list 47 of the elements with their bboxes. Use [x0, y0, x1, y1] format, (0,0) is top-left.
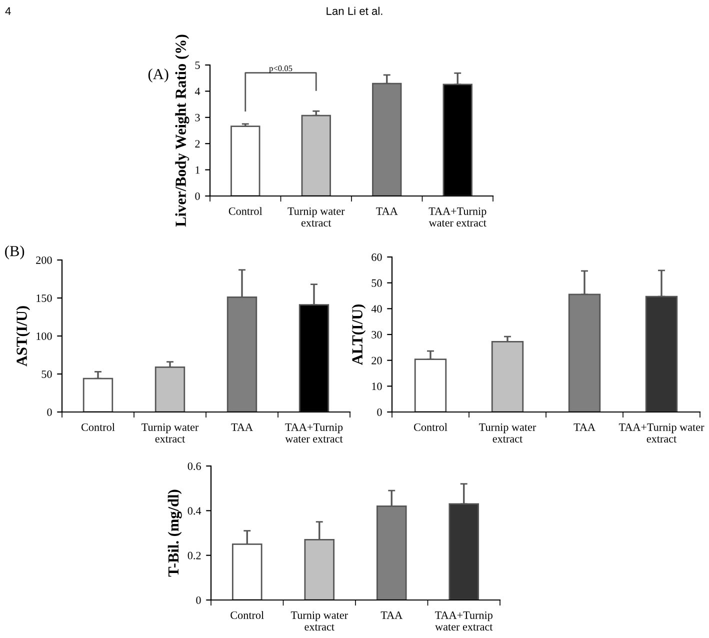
x-tick-label: TAA+Turnip water extract: [618, 423, 704, 443]
y-tick-label: 150: [36, 294, 52, 302]
x-tick-label: Control: [81, 423, 115, 431]
y-tick-label: 10: [372, 382, 382, 390]
y-tick-label: 2: [195, 140, 200, 148]
text: 4: [5, 7, 11, 15]
x-tick-label: TAA+Turnip water extract: [435, 611, 493, 631]
y-axis-title: Liver/Body Weight Ratio (%): [175, 34, 190, 227]
y-tick-label: 0.2: [188, 552, 201, 560]
y-tick-label: 5: [195, 62, 200, 69]
x-tick-label: TAA: [376, 207, 398, 215]
y-tick-label: 0.4: [188, 507, 202, 515]
chart-title: (B): [5, 245, 24, 260]
x-tick-label: Turnip water extract: [290, 611, 348, 631]
y-tick-label: 0: [196, 596, 201, 604]
y-tick-label: 50: [372, 279, 382, 287]
y-tick-label: 200: [36, 256, 52, 264]
y-tick-label: 40: [371, 305, 382, 313]
x-tick-label: Control: [414, 423, 448, 431]
x-tick-label: TAA+Turnip water extract: [428, 207, 486, 227]
x-tick-label: Turnip water extract: [288, 207, 345, 227]
y-axis-title: T-Bil. (mg/dl): [168, 490, 182, 577]
y-tick-label: 100: [36, 332, 52, 340]
x-tick-label: Control: [230, 611, 264, 619]
x-tick-label: TAA+Turnip water extract: [285, 423, 343, 443]
y-tick-label: 20: [372, 356, 382, 364]
y-tick-label: 1: [196, 166, 200, 174]
chart-title: (A): [148, 68, 168, 82]
x-tick-label: TAA: [574, 423, 596, 431]
y-tick-label: 0: [377, 408, 382, 416]
x-tick-label: Control: [228, 207, 262, 215]
y-tick-label: 0: [47, 408, 52, 416]
x-tick-label: TAA: [231, 423, 253, 431]
text: Lan Li et al.: [326, 6, 382, 15]
y-tick-label: 30: [372, 330, 382, 338]
annotation: p<0.05: [269, 66, 292, 73]
x-tick-label: Turnip water extract: [142, 423, 199, 443]
y-tick-label: 50: [42, 370, 52, 378]
y-tick-label: 0.6: [188, 462, 201, 470]
y-tick-label: 3: [195, 114, 200, 122]
y-tick-label: 60: [372, 253, 382, 261]
y-tick-label: 4: [194, 88, 200, 96]
y-tick-label: 0: [195, 192, 200, 200]
x-tick-label: TAA: [380, 611, 403, 619]
y-axis-title: ALT(I/U): [352, 304, 366, 366]
x-tick-label: Turnip water extract: [479, 423, 536, 443]
y-axis-title: AST(I/U): [16, 306, 30, 366]
